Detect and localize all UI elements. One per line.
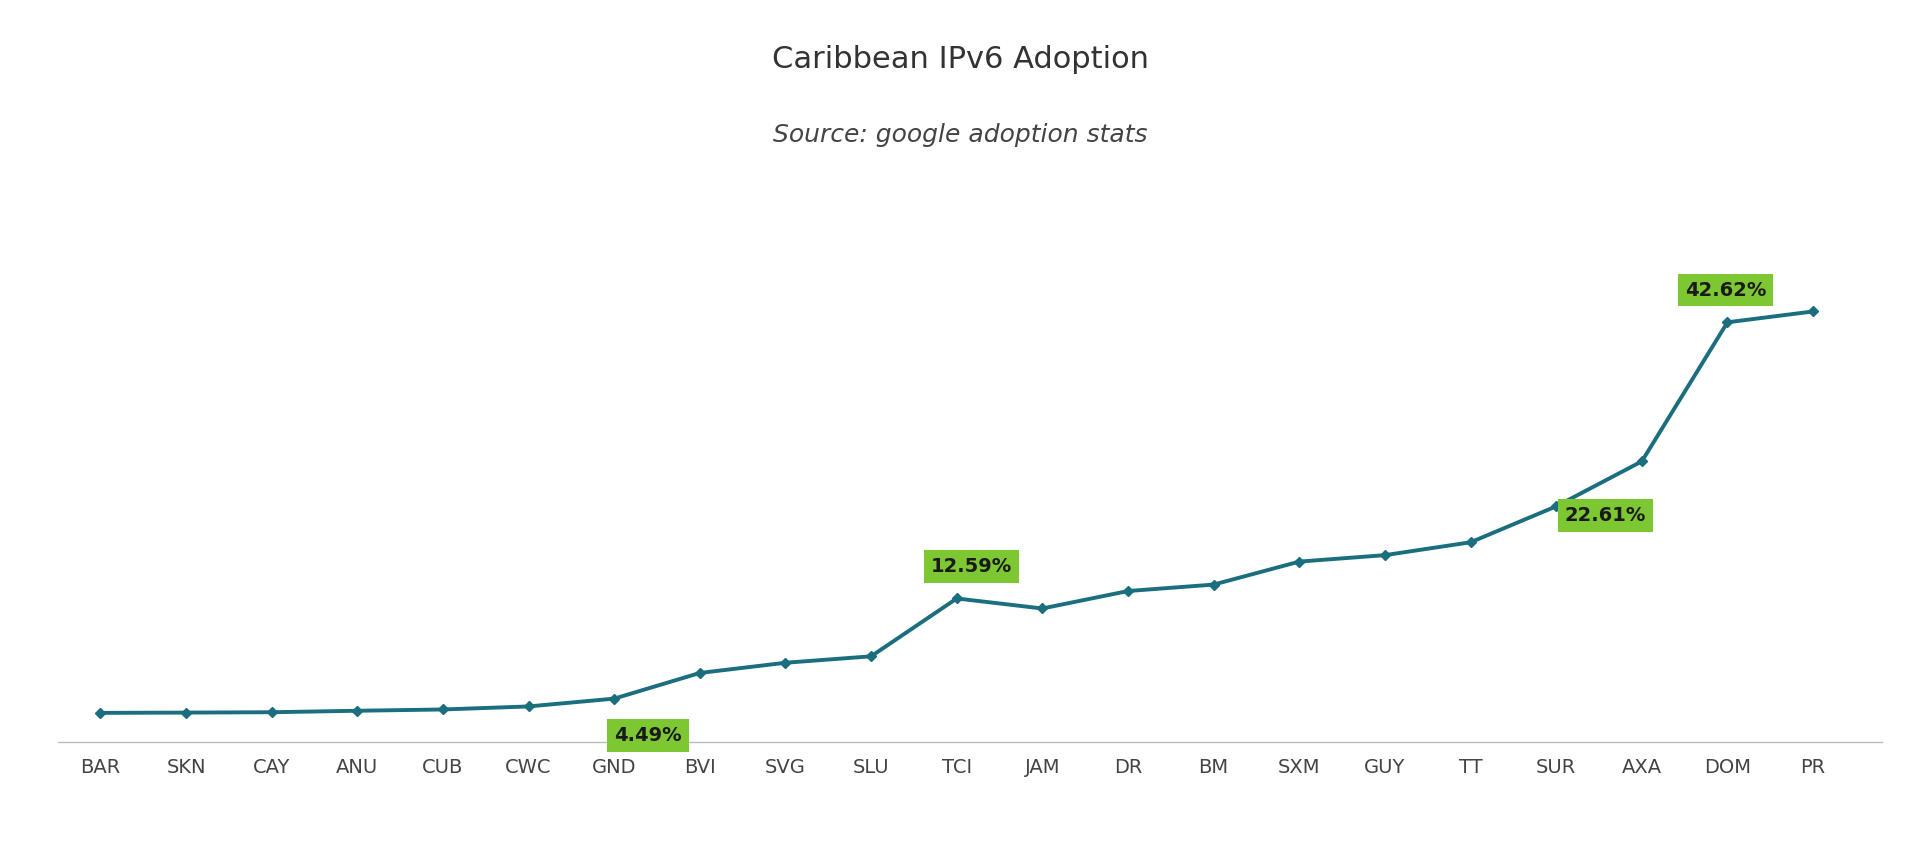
Text: 4.49%: 4.49% xyxy=(614,726,682,745)
Text: 22.61%: 22.61% xyxy=(1565,506,1645,525)
Text: 42.62%: 42.62% xyxy=(1684,281,1766,299)
Text: 12.59%: 12.59% xyxy=(931,556,1012,576)
Text: Source: google adoption stats: Source: google adoption stats xyxy=(772,123,1148,147)
Text: Caribbean IPv6 Adoption: Caribbean IPv6 Adoption xyxy=(772,45,1148,73)
